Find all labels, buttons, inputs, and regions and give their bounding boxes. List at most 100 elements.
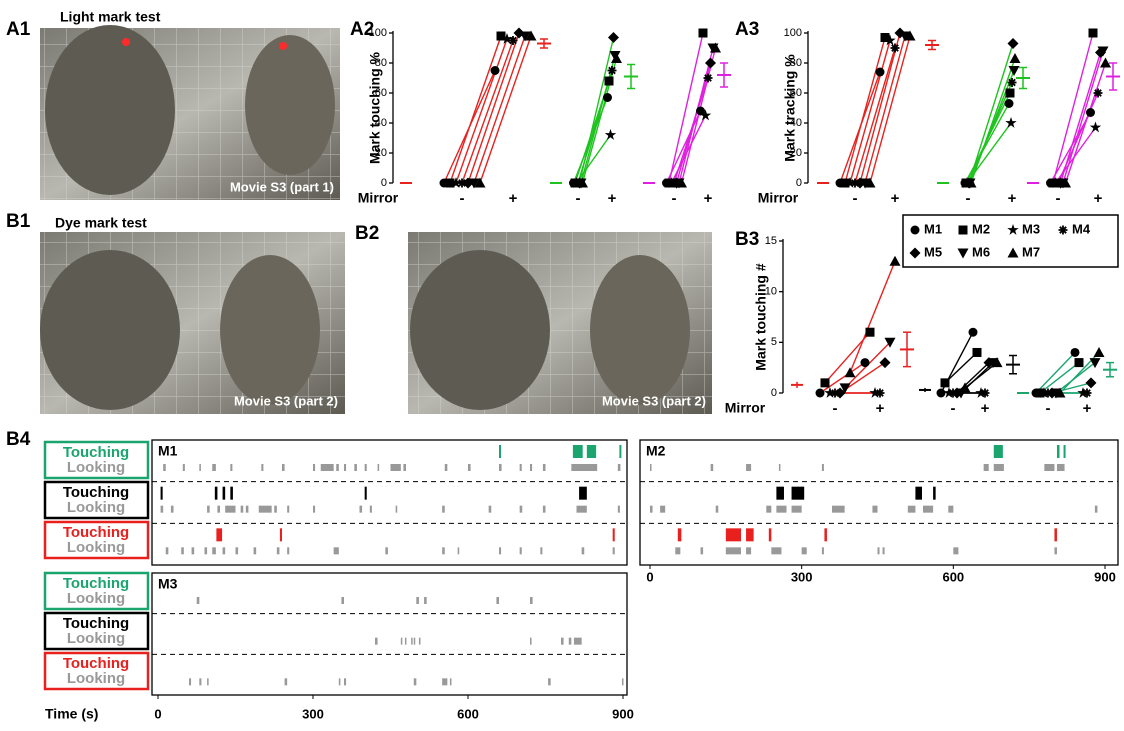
touching-label: Touching [63, 524, 129, 541]
touch-event [619, 445, 622, 458]
point [899, 31, 911, 42]
photo [408, 232, 712, 414]
photo [40, 232, 345, 414]
legend-marker [909, 247, 921, 259]
x-tick-label: + [1008, 190, 1017, 207]
look-event [341, 597, 344, 604]
look-event [416, 597, 419, 604]
point [490, 66, 500, 75]
touching-label: Touching [63, 484, 129, 501]
look-event [791, 505, 802, 513]
touch-event [1063, 445, 1066, 458]
x-tick-label: + [981, 400, 990, 417]
look-event [377, 464, 380, 471]
point [839, 383, 851, 394]
condition-box [43, 440, 150, 480]
look-event [746, 547, 752, 555]
point [513, 27, 525, 39]
look-event [821, 464, 824, 471]
looking-label: Looking [67, 539, 125, 556]
touch-event [214, 486, 218, 500]
touch-event [1054, 528, 1057, 542]
look-event [576, 505, 587, 513]
look-event [617, 505, 620, 513]
monkey-label: M3 [158, 576, 178, 592]
point [710, 42, 721, 53]
legend-label: M1 [924, 221, 942, 236]
point [959, 382, 971, 393]
look-event [411, 637, 413, 645]
point [501, 33, 513, 44]
pair-line [467, 32, 520, 184]
look-event [542, 505, 546, 513]
point [844, 367, 856, 378]
touch-event [160, 486, 163, 500]
point [445, 178, 455, 188]
look-event [320, 464, 334, 471]
x-tick-label: - [853, 190, 858, 207]
x-tick-label: - [833, 400, 838, 417]
look-event [449, 678, 452, 686]
point [1100, 57, 1111, 68]
legend-marker [957, 248, 969, 259]
point [884, 337, 896, 348]
pair-line [449, 35, 502, 184]
look-event [993, 464, 1004, 471]
look-event [621, 678, 624, 686]
touching-label: Touching [63, 615, 129, 632]
x-axis-label: Mirror [725, 400, 766, 416]
look-event [612, 547, 615, 555]
look-event [418, 637, 421, 645]
raster-panel [151, 439, 628, 566]
touch-event [579, 486, 587, 500]
panel-title: Dye mark test [55, 215, 147, 231]
point [496, 31, 506, 41]
pair-line [461, 40, 514, 184]
touching-label: Touching [63, 575, 129, 592]
touch-event [230, 486, 233, 500]
point [1086, 108, 1095, 117]
legend-label: M7 [1022, 244, 1040, 259]
look-event [1056, 464, 1065, 471]
look-event [530, 637, 532, 645]
point [1009, 53, 1021, 63]
point [865, 327, 875, 337]
look-event [253, 547, 257, 555]
point [604, 129, 617, 140]
legend-marker [1007, 224, 1019, 235]
look-event [561, 637, 564, 645]
x-tick-label: 0 [646, 569, 653, 584]
legend-label: M2 [972, 221, 990, 236]
look-event [313, 464, 316, 471]
pair-line [819, 362, 866, 394]
legend-label: M3 [1022, 221, 1040, 236]
x-tick-label: - [672, 190, 677, 207]
look-event [199, 464, 201, 471]
look-event [468, 464, 471, 471]
look-event [771, 547, 782, 555]
look-event [313, 505, 316, 513]
look-event [499, 464, 502, 471]
legend-box [902, 214, 1119, 268]
point [820, 378, 830, 388]
look-event [375, 637, 378, 645]
look-event [442, 678, 448, 686]
touch-event [216, 528, 223, 542]
legend-label: M6 [972, 244, 990, 259]
panel-label: A2 [350, 19, 374, 40]
y-axis-label: Mark touching # [753, 263, 769, 371]
legend-marker [910, 225, 920, 235]
touch-event [586, 445, 597, 458]
point [1089, 358, 1101, 369]
x-tick-label: 900 [1094, 569, 1116, 584]
condition-box [43, 611, 150, 651]
point [940, 378, 950, 388]
look-event [530, 464, 533, 471]
legend-marker [958, 225, 968, 235]
point [980, 388, 990, 398]
point [1007, 38, 1019, 49]
look-event [442, 505, 445, 513]
point [698, 28, 708, 38]
point [936, 388, 946, 398]
pair-line [944, 351, 978, 384]
